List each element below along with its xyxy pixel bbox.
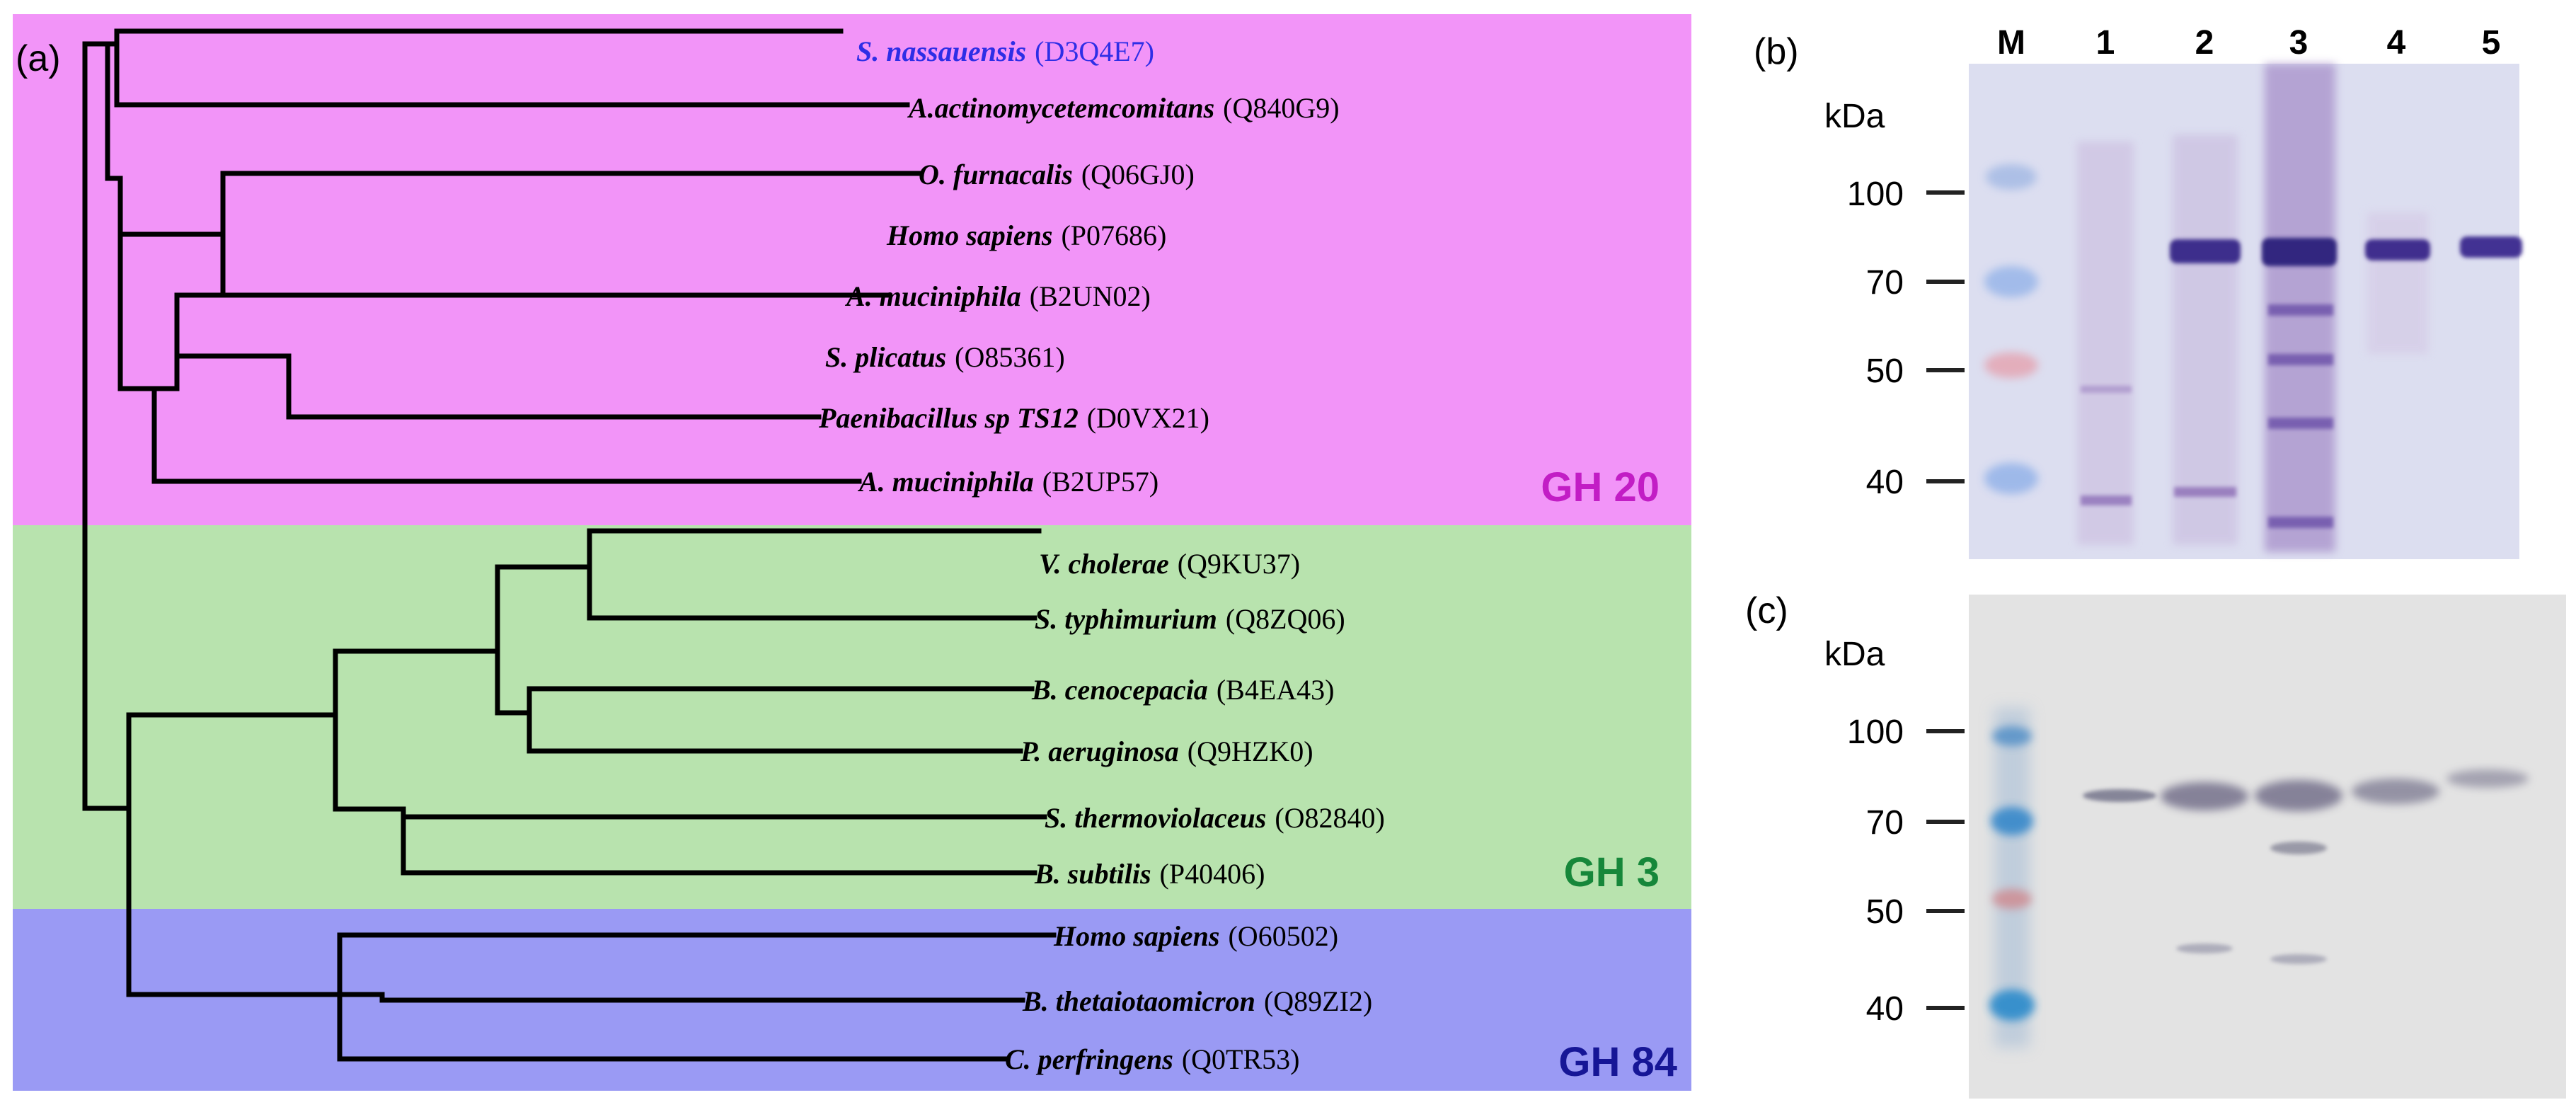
taxon-accession: (P40406) [1160,858,1265,890]
marker-ticks-c [1926,729,1965,1010]
gel-b-smears [1984,64,2522,552]
taxon-accession: (O82840) [1275,802,1385,834]
marker-label-40: 40 [1866,990,1904,1028]
taxon-accession: (D0VX21) [1087,402,1209,434]
marker-label-70: 70 [1866,804,1904,842]
taxon-species: B. cenocepacia [1031,674,1208,706]
taxon-species: A. muciniphila [857,466,1034,498]
taxon-accession: (B4EA43) [1217,674,1335,706]
taxon-label: B. thetaiotaomicron (Q89ZI2) [1022,985,1372,1017]
marker-labels-b: 100 70 50 40 [1847,176,1904,501]
taxon-label: S. thermoviolaceus (O82840) [1045,802,1385,834]
taxon-label: B. subtilis (P40406) [1034,858,1265,890]
taxon-label: C. perfringens (Q0TR53) [1005,1043,1299,1075]
taxon-species: S. nassauensis [856,35,1026,67]
panel-label-b: (b) [1754,31,1799,72]
taxon-label: S. typhimurium (Q8ZQ06) [1035,603,1345,635]
taxon-accession: (B2UP57) [1042,466,1158,498]
family-label-gh3: GH 3 [1564,849,1660,895]
taxon-accession: (Q8ZQ06) [1226,603,1345,635]
phylogeny-panel: (a) [13,14,1691,1091]
gh20-band [13,14,1691,525]
taxon-label: Homo sapiens (P07686) [886,219,1166,251]
taxon-species: A. muciniphila [844,280,1021,312]
taxon-species: S. plicatus [825,341,946,373]
family-label-gh84: GH 84 [1558,1039,1677,1085]
taxon-species: S. typhimurium [1035,603,1217,635]
taxon-accession: (O85361) [955,341,1065,373]
taxon-label: S. plicatus (O85361) [825,341,1065,373]
taxon-label: V. cholerae (Q9KU37) [1039,548,1300,580]
taxon-species: Paenibacillus sp TS12 [818,402,1079,434]
taxon-label: B. cenocepacia (B4EA43) [1031,674,1334,706]
taxon-label: S. nassauensis (D3Q4E7) [856,35,1154,67]
lane-label-2: 2 [2195,24,2214,62]
panel-label-a: (a) [16,38,61,79]
kda-label-b: kDa [1824,98,1885,135]
taxon-species: Homo sapiens [886,219,1052,251]
taxon-accession: (Q89ZI2) [1264,985,1372,1017]
taxon-label: A. muciniphila (B2UN02) [844,280,1151,312]
marker-label-40: 40 [1866,464,1904,501]
lane-label-5: 5 [2482,24,2501,62]
taxon-species: V. cholerae [1039,548,1169,580]
taxa-labels: S. nassauensis (D3Q4E7) A.actinomycetemco… [818,35,1385,1075]
taxon-label: O. furnacalis (Q06GJ0) [919,159,1195,190]
taxon-accession: (Q9KU37) [1178,548,1300,580]
kda-label-c: kDa [1824,636,1885,673]
taxon-species: A.actinomycetemcomitans [907,92,1214,124]
taxon-accession: (P07686) [1061,219,1166,251]
taxon-species: B. subtilis [1034,858,1151,890]
taxon-accession: (B2UN02) [1030,280,1151,312]
lane-label-m: M [1997,24,2025,62]
gel-b-panel: (b) M 1 2 3 4 5 kDa 100 70 50 40 [1754,24,2522,559]
taxon-label: Homo sapiens (O60502) [1053,920,1338,952]
taxon-label: P. aeruginosa (Q9HZK0) [1020,735,1313,767]
taxon-species: S. thermoviolaceus [1045,802,1266,834]
family-label-gh20: GH 20 [1541,464,1660,510]
marker-label-100: 100 [1847,713,1904,751]
marker-label-50: 50 [1866,352,1904,390]
taxon-species: C. perfringens [1005,1043,1173,1075]
taxon-accession: (Q0TR53) [1182,1043,1300,1075]
lane-labels: M 1 2 3 4 5 [1997,24,2500,62]
lane-label-4: 4 [2387,24,2406,62]
gel-c-image [1969,595,2566,1099]
taxon-accession: (O60502) [1228,920,1338,952]
taxon-species: O. furnacalis [919,159,1073,190]
marker-label-50: 50 [1866,893,1904,931]
taxon-label: A. muciniphila (B2UP57) [857,466,1158,498]
lane-label-1: 1 [2096,24,2115,62]
marker-label-70: 70 [1866,264,1904,302]
taxon-species: B. thetaiotaomicron [1022,985,1255,1017]
taxon-accession: (Q9HZK0) [1188,735,1313,767]
panel-label-c: (c) [1745,590,1788,631]
tree-branches [82,28,1057,1062]
taxon-accession: (D3Q4E7) [1035,35,1154,67]
taxon-species: Homo sapiens [1053,920,1219,952]
marker-ticks-b [1926,190,1965,483]
taxon-accession: (Q06GJ0) [1081,159,1195,190]
taxon-label: A.actinomycetemcomitans (Q840G9) [907,92,1340,124]
taxon-accession: (Q840G9) [1223,92,1339,124]
taxon-species: P. aeruginosa [1020,735,1179,767]
gel-b-image [1969,64,2519,559]
taxon-label: Paenibacillus sp TS12 (D0VX21) [818,402,1209,434]
marker-label-100: 100 [1847,176,1904,213]
gel-c-panel: (c) kDa 100 70 50 40 [1745,590,2566,1099]
lane-label-3: 3 [2289,24,2308,62]
gel-c-bands [1989,708,2529,1048]
marker-labels-c: 100 70 50 40 [1847,713,1904,1028]
